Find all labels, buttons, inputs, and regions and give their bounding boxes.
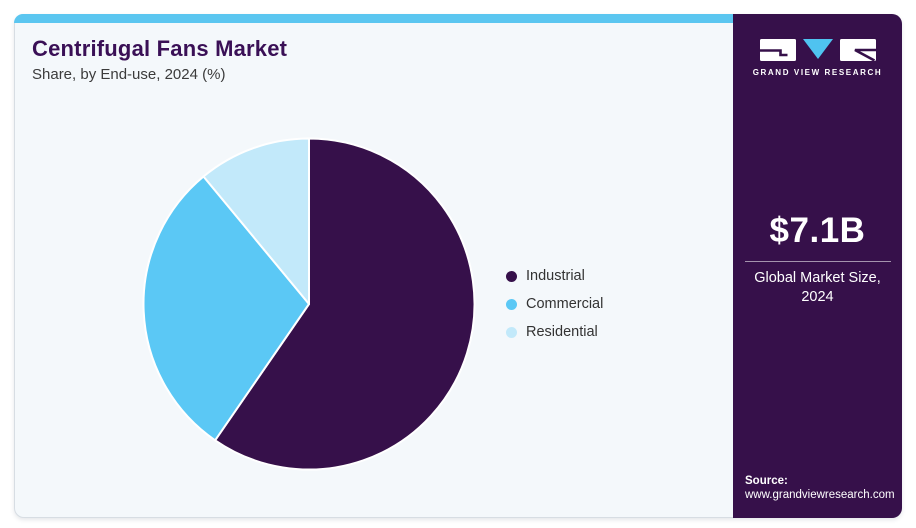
accent-bar bbox=[14, 14, 735, 23]
gvr-logo: GRAND VIEW RESEARCH bbox=[733, 39, 902, 77]
logo-wordmark: GRAND VIEW RESEARCH bbox=[752, 68, 883, 77]
page-title: Centrifugal Fans Market bbox=[32, 36, 288, 61]
gvr-logo-mark bbox=[759, 39, 876, 61]
stat-label-line2: 2024 bbox=[801, 289, 834, 306]
source-block: Source: www.grandviewresearch.com bbox=[745, 475, 895, 501]
infographic-card: Centrifugal Fans Market Share, by End-us… bbox=[14, 14, 902, 518]
legend-item-industrial: Industrial bbox=[506, 262, 603, 290]
legend-dot-residential bbox=[506, 326, 517, 338]
legend-label: Commercial bbox=[526, 296, 604, 312]
legend-label: Residential bbox=[526, 324, 598, 340]
logo-v-triangle bbox=[802, 39, 833, 59]
stat-label-line1: Global Market Size, bbox=[754, 270, 881, 286]
source-label: Source: bbox=[745, 475, 788, 487]
legend-item-residential: Residential bbox=[506, 318, 603, 346]
stat-divider bbox=[744, 261, 891, 262]
legend: Industrial Commercial Residential bbox=[506, 262, 603, 346]
page-subtitle: Share, by End-use, 2024 (%) bbox=[32, 66, 226, 83]
stat-label: Global Market Size, 2024 bbox=[733, 269, 902, 307]
legend-item-commercial: Commercial bbox=[506, 290, 603, 318]
legend-dot-industrial bbox=[506, 270, 517, 282]
legend-label: Industrial bbox=[526, 268, 585, 284]
chart-area: Centrifugal Fans Market Share, by End-us… bbox=[14, 14, 735, 517]
chart-header: Centrifugal Fans Market Share, by End-us… bbox=[32, 36, 287, 83]
logo-g-glyph bbox=[759, 49, 787, 57]
brand-panel: GRAND VIEW RESEARCH $7.1B Global Market … bbox=[733, 14, 902, 518]
pie-slice-residential bbox=[202, 137, 310, 305]
pie-slice-industrial bbox=[214, 137, 476, 471]
market-size-stat: $7.1B Global Market Size, 2024 bbox=[733, 211, 902, 307]
pie-chart bbox=[142, 137, 476, 471]
stat-value: $7.1B bbox=[769, 211, 866, 250]
source-url[interactable]: www.grandviewresearch.com bbox=[745, 489, 895, 501]
legend-dot-commercial bbox=[506, 298, 517, 310]
logo-r-glyph bbox=[853, 48, 876, 61]
pie-slice-commercial bbox=[142, 175, 310, 442]
